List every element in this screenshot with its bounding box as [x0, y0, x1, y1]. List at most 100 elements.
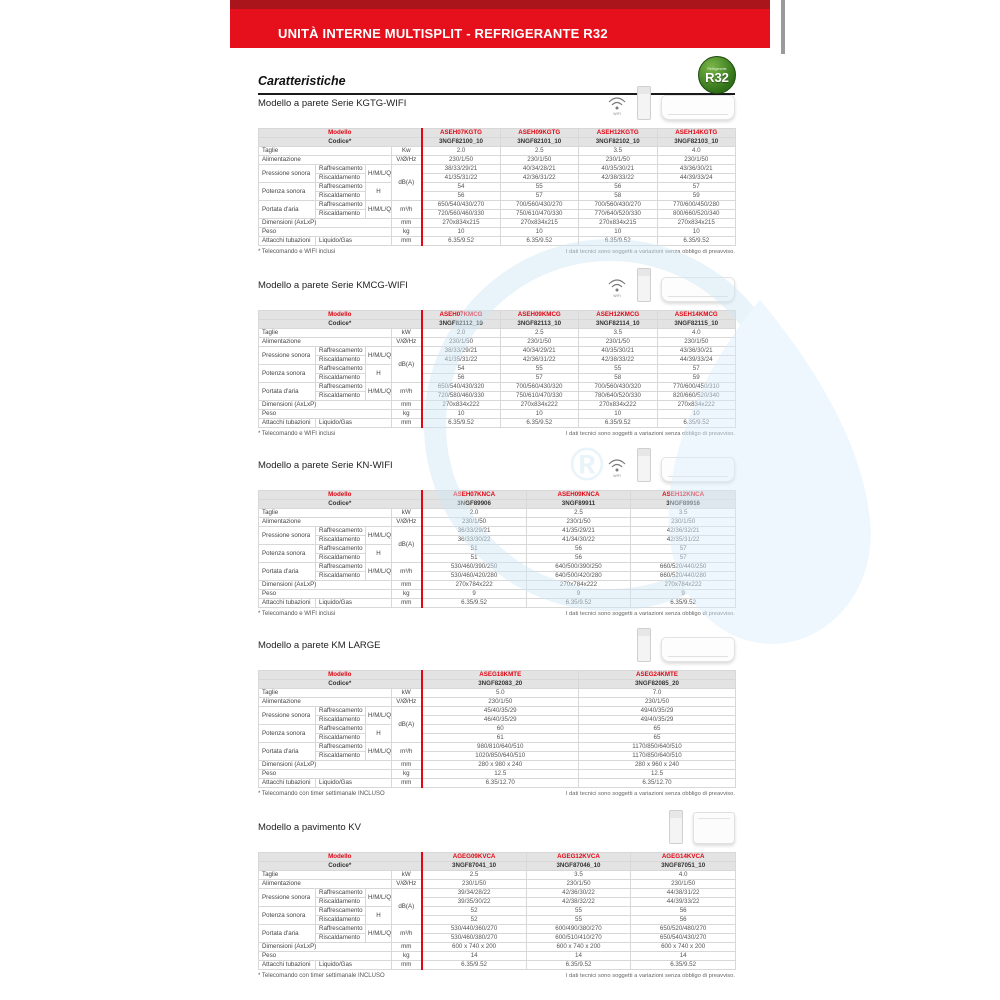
- sub-label-riscaldamento: Riscaldamento: [315, 897, 366, 907]
- value-cell: 270x784x222: [525, 580, 632, 590]
- value-cell: 750/610/470/330: [499, 391, 579, 401]
- value-cell: 530/440/360/270: [420, 924, 527, 934]
- value-cell: 800/660/520/340: [656, 209, 736, 219]
- sub-label-raffrescamento: Raffrescamento: [315, 526, 366, 536]
- table-row: Codice* 3NGF82083_20 3NGF82085_20: [258, 679, 736, 689]
- row-label-dimensioni: Dimensioni (AxLxP): [258, 760, 392, 770]
- unit-cell: m³/h: [391, 200, 422, 219]
- value-cell: 10: [578, 227, 658, 237]
- value-cell: 6.35/9.52: [525, 960, 632, 970]
- sub-label-raffrescamento: Raffrescamento: [315, 382, 366, 392]
- value-cell: 58: [578, 373, 658, 383]
- table-row: Pressione sonora Raffrescamento H/M/L/Q dB(…: [258, 164, 736, 201]
- section-title: Modello a parete Serie KGTG-WIFI: [258, 98, 407, 109]
- row-label-pressione-sonora: Pressione sonora: [258, 706, 316, 725]
- model-name-cell: ASEH07KGTG: [420, 128, 501, 138]
- table-row: Dimensioni (AxLxP) mm 270x834x215 270x834x2…: [258, 218, 736, 228]
- row-label-taglie: Taglie: [258, 870, 392, 880]
- value-cell: 65: [578, 733, 736, 743]
- table-row: Dimensioni (AxLxP) mm 600 x 740 x 200 600 x…: [258, 942, 736, 952]
- value-cell: 4.0: [656, 328, 736, 338]
- row-label-attacchi: Attacchi tubazioni: [258, 418, 316, 428]
- value-cell: 530/460/390/250: [420, 562, 527, 572]
- row-label-pressione-sonora: Pressione sonora: [258, 346, 316, 365]
- section-icons: WIFI: [607, 448, 735, 482]
- row-label-portata-aria: Portata d'aria: [258, 742, 316, 761]
- note-right: I dati tecnici sono soggetti a variazion…: [565, 249, 735, 255]
- value-cell: 2.0: [420, 508, 527, 518]
- value-cell: 270x834x215: [656, 218, 736, 228]
- value-cell: 59: [656, 373, 736, 383]
- sub-label-riscaldamento: Riscaldamento: [315, 373, 366, 383]
- value-cell: 270x834x215: [420, 218, 501, 228]
- table-row: Portata d'aria Raffrescamento H/M/L/Q m³/h 5…: [258, 562, 736, 581]
- value-cell: 720/560/460/330: [420, 209, 501, 219]
- row-label-taglie: Taglie: [258, 688, 392, 698]
- wall-unit-image: [661, 637, 735, 662]
- note-left: * Telecomando e WIFI inclusi: [258, 611, 336, 617]
- value-cell: 51: [420, 544, 527, 554]
- table-row: Codice* 3NGF89906 3NGF89911 3NGF89916: [258, 499, 736, 509]
- value-cell: 36/33/29/21: [420, 526, 527, 536]
- value-cell: 270x784x222: [420, 580, 527, 590]
- row-label-attacchi: Attacchi tubazioni: [258, 778, 316, 788]
- unit-cell: mm: [391, 236, 422, 246]
- unit-cell: V/Ø/Hz: [391, 517, 422, 527]
- mode-cell: H/M/L/Q: [365, 382, 392, 401]
- mode-cell: H/M/L/Q: [365, 888, 392, 907]
- value-cell: 700/560/430/320: [578, 382, 658, 392]
- value-cell: 14: [630, 951, 736, 961]
- row-label-attacchi: Attacchi tubazioni: [258, 598, 316, 608]
- value-cell: 820/660/520/340: [656, 391, 736, 401]
- row-label-pressione-sonora: Pressione sonora: [258, 164, 316, 183]
- unit-cell: V/Ø/Hz: [391, 155, 422, 165]
- model-name-cell: AGEG09KVCA: [420, 852, 527, 862]
- header-banner: UNITÀ INTERNE MULTISPLIT - REFRIGERANTE …: [230, 0, 770, 48]
- value-cell: 600/510/410/270: [525, 933, 632, 943]
- value-cell: 6.35/9.52: [578, 418, 658, 428]
- value-cell: 650/520/480/270: [630, 924, 736, 934]
- modello-header-cell: Modello: [258, 128, 422, 138]
- unit-cell: m³/h: [391, 742, 422, 761]
- model-name-cell: ASEH12KGTG: [578, 128, 658, 138]
- value-cell: 660/520/440/250: [630, 562, 736, 572]
- note-right: I dati tecnici sono soggetti a variazion…: [565, 791, 735, 797]
- unit-cell: mm: [391, 942, 422, 952]
- note-left: * Telecomando e WIFI inclusi: [258, 431, 336, 437]
- value-cell: 230/1/50: [499, 155, 579, 165]
- value-cell: 230/1/50: [420, 155, 501, 165]
- row-label-dimensioni: Dimensioni (AxLxP): [258, 400, 392, 410]
- value-cell: 12.5: [420, 769, 579, 779]
- table-row: Peso kg 9 9 9: [258, 589, 736, 599]
- code-cell: 3NGF89911: [525, 499, 632, 509]
- sub-label-liquido-gas: Liquido/Gas: [315, 778, 392, 788]
- value-cell: 1170/850/640/510: [578, 751, 736, 761]
- modello-header-cell: Modello: [258, 670, 422, 680]
- value-cell: 6.35/9.52: [499, 418, 579, 428]
- model-name-cell: ASEH14KGTG: [656, 128, 736, 138]
- unit-cell: mm: [391, 760, 422, 770]
- value-cell: 230/1/50: [420, 337, 501, 347]
- value-cell: 2.5: [499, 328, 579, 338]
- unit-cell: V/Ø/Hz: [391, 879, 422, 889]
- value-cell: 55: [525, 906, 632, 916]
- value-cell: 280 x 960 x 240: [578, 760, 736, 770]
- unit-cell: V/Ø/Hz: [391, 337, 422, 347]
- sub-label-riscaldamento: Riscaldamento: [315, 209, 366, 219]
- r32-badge-text: R32: [705, 69, 729, 85]
- value-cell: 230/1/50: [525, 517, 632, 527]
- r32-badge: Refrigerante R32: [698, 56, 736, 94]
- value-cell: 700/560/430/270: [578, 200, 658, 210]
- mode-cell: H: [365, 724, 392, 743]
- value-cell: 6.35/9.52: [525, 598, 632, 608]
- unit-cell: kg: [391, 769, 422, 779]
- table-row: Potenza sonora Raffrescamento H 60 65: [258, 724, 736, 743]
- unit-cell: V/Ø/Hz: [391, 697, 422, 707]
- table-row: Modello ASEH07KGTG ASEH09KGTG ASEH12KGTG ASE…: [258, 128, 736, 138]
- table-row: Attacchi tubazioni Liquido/Gas mm 6.35/9.52…: [258, 236, 736, 246]
- table-row: Riscaldamento 61 65: [259, 733, 736, 743]
- section-icons: WIFI: [607, 268, 735, 302]
- table-row: Alimentazione V/Ø/Hz 230/1/50 230/1/50: [258, 697, 736, 707]
- section-title: Modello a parete Serie KN-WIFI: [258, 460, 393, 471]
- note-right: I dati tecnici sono soggetti a variazion…: [565, 973, 735, 979]
